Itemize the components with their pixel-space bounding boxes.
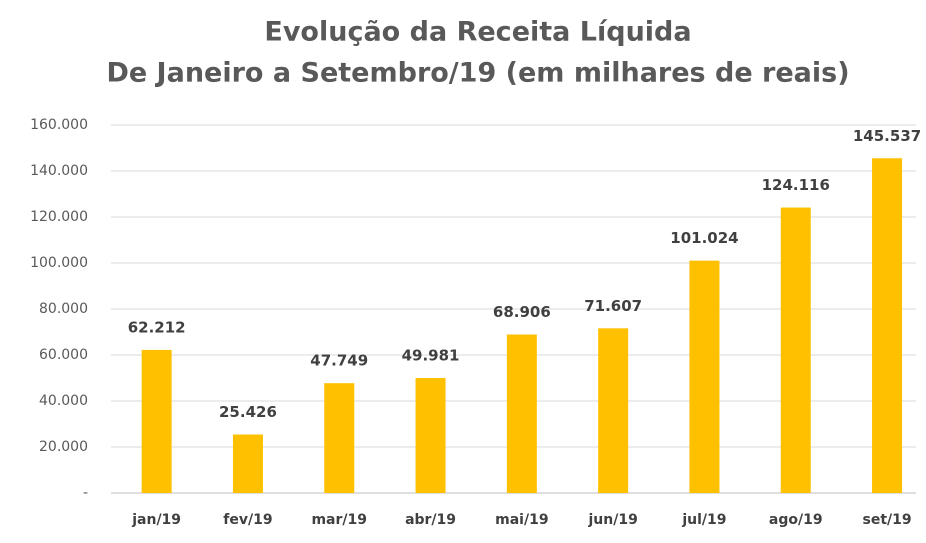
x-tick-label: set/19	[862, 512, 911, 528]
chart-subtitle: De Janeiro a Setembro/19 (em milhares de…	[106, 58, 849, 89]
bar	[506, 334, 537, 493]
x-tick-label: jun/19	[587, 512, 637, 528]
bar	[598, 328, 629, 493]
value-label: 49.981	[402, 347, 460, 365]
x-tick-label: mar/19	[311, 512, 367, 528]
value-label: 68.906	[493, 303, 551, 321]
value-label: 25.426	[219, 403, 277, 421]
value-label: 71.607	[584, 297, 642, 315]
bar	[324, 383, 355, 493]
y-tick-label: 20.000	[39, 439, 88, 455]
value-label: 124.116	[762, 176, 830, 194]
x-tick-label: jan/19	[131, 512, 181, 528]
x-tick-label: ago/19	[769, 512, 823, 528]
y-tick-label: 160.000	[30, 117, 88, 133]
value-label: 101.024	[670, 229, 738, 247]
y-tick-label: 120.000	[30, 209, 88, 225]
bar	[232, 434, 263, 493]
bar	[689, 260, 720, 493]
y-tick-label: 140.000	[30, 163, 88, 179]
value-label: 62.212	[128, 318, 186, 336]
chart-title: Evolução da Receita Líquida	[264, 17, 691, 48]
y-tick-label: 80.000	[39, 301, 88, 317]
bar	[780, 207, 811, 493]
x-tick-label: fev/19	[223, 512, 272, 528]
bar	[872, 158, 903, 493]
value-label: 47.749	[310, 352, 368, 370]
y-tick-label: 40.000	[39, 393, 88, 409]
x-tick-label: jul/19	[681, 512, 726, 528]
bar	[415, 378, 446, 493]
x-tick-label: mai/19	[495, 512, 548, 528]
bar	[141, 349, 172, 493]
x-tick-label: abr/19	[405, 512, 456, 528]
value-label: 145.537	[853, 127, 921, 145]
y-tick-label: 100.000	[30, 255, 88, 271]
y-tick-label: 60.000	[39, 347, 88, 363]
y-tick-label: -	[83, 485, 88, 501]
